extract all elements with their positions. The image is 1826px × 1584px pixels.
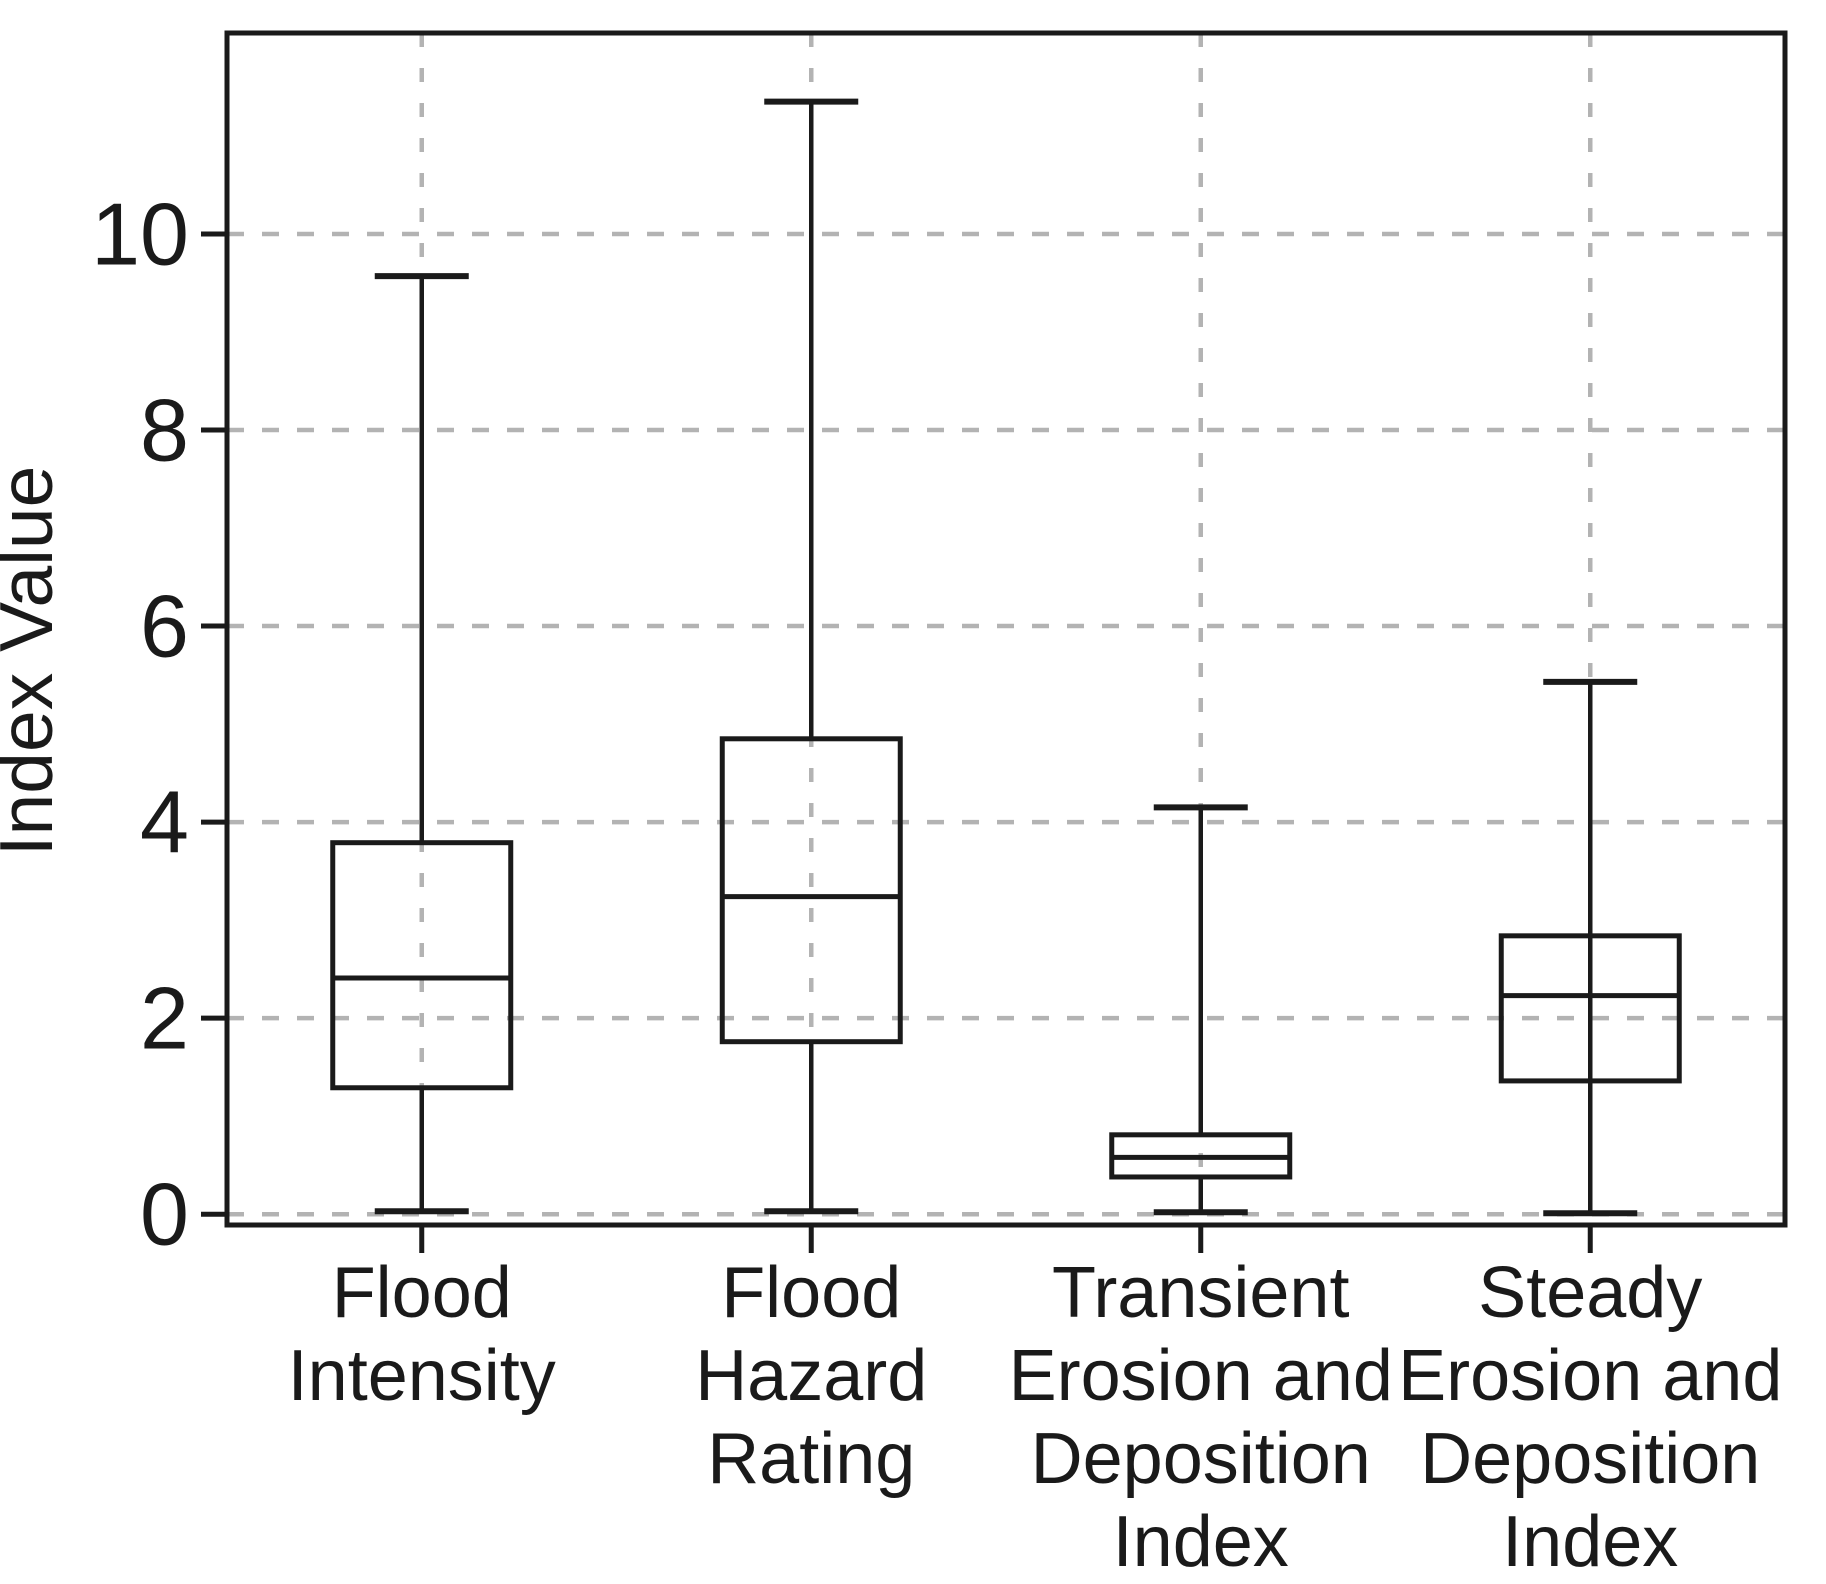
y-tick-label: 2 [140,969,189,1068]
category-label: Steady Erosion and Deposition Index [1398,1253,1782,1582]
iqr-box [330,840,514,1091]
y-tick-label: 8 [140,381,189,480]
y-axis-label: Index Value [0,466,68,857]
y-tick-label: 10 [91,184,189,283]
iqr-box [719,736,903,1045]
y-tick-label: 0 [140,1165,189,1264]
category-label: Flood Intensity [288,1253,556,1416]
category-label: Flood Hazard Rating [695,1253,927,1499]
category-label: Transient Erosion and Deposition Index [1009,1253,1393,1582]
iqr-box [1498,933,1682,1084]
y-tick-label: 6 [140,577,189,676]
y-tick-label: 4 [140,773,189,872]
plot-border [224,30,1788,1228]
